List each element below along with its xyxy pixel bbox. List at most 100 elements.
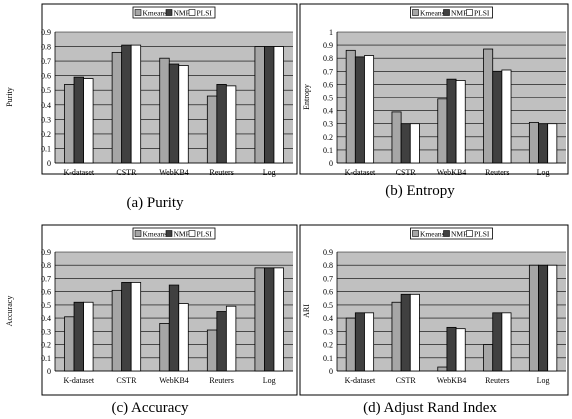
x-tick-label: WebKB4 — [437, 168, 467, 177]
bar-nmf-webkb4 — [446, 78, 457, 164]
x-tick-label: Reuters — [209, 376, 233, 385]
bar-plsi-k-dataset — [83, 301, 94, 372]
bar-kmeans-log — [254, 267, 265, 372]
legend-swatch-nmf — [165, 9, 173, 16]
y-tick-label: 0.7 — [41, 57, 51, 66]
legend-swatch-kmeans — [412, 9, 419, 16]
legend-swatch-kmeans — [412, 230, 419, 237]
bar-nmf-k-dataset — [354, 56, 365, 164]
y-tick-label: 0.7 — [41, 274, 51, 283]
y-axis-title: ARI — [302, 304, 311, 318]
bar-nmf-webkb4 — [168, 284, 180, 372]
legend-swatch-kmeans — [134, 9, 142, 16]
legend: Kmeans NMF PLSI — [410, 227, 493, 240]
bar-nmf-webkb4 — [446, 326, 457, 372]
y-tick-label: 0 — [329, 159, 333, 168]
bar-plsi-webkb4 — [178, 65, 189, 164]
bar-plsi-cstr — [409, 123, 420, 164]
bar-nmf-webkb4 — [168, 63, 180, 164]
x-tick-label: K-dataset — [63, 376, 94, 385]
x-tick-label: Reuters — [485, 376, 509, 385]
y-tick-label: 0.6 — [41, 288, 51, 297]
legend-swatch-nmf — [165, 230, 173, 237]
legend-label-nmf: NMF — [451, 230, 467, 239]
bar-nmf-log — [264, 267, 275, 372]
x-tick-label: WebKB4 — [437, 376, 467, 385]
y-tick-label: 0.2 — [323, 341, 333, 350]
bar-nmf-reuters — [492, 312, 503, 372]
legend-label-kmeans: Kmeans — [420, 9, 445, 18]
chart-panel-entropy: 0 0.1 0.2 0.3 0.4 0.5 0.6 0.7 0.8 0.9 1 Entropy K-da… — [299, 3, 569, 199]
y-axis-title: Purity — [5, 87, 14, 107]
bar-plsi-k-dataset — [364, 312, 375, 372]
y-tick-label: 0.2 — [41, 341, 51, 350]
y-tick-label: 0.1 — [323, 146, 333, 155]
bar-plsi-webkb4 — [178, 303, 189, 372]
bar-plsi-k-dataset — [364, 55, 375, 164]
legend-label-plsi: PLSI — [197, 9, 213, 18]
y-tick-label: 0.7 — [323, 274, 333, 283]
bar-plsi-log — [273, 267, 284, 372]
bar-kmeans-webkb4 — [159, 57, 170, 164]
bar-nmf-cstr — [121, 282, 132, 372]
legend-frame — [132, 6, 216, 19]
x-tick-label: CSTR — [396, 168, 417, 177]
y-tick-label: 0.2 — [323, 133, 333, 142]
bar-plsi-log — [547, 264, 558, 372]
bar-nmf-log — [538, 123, 549, 164]
x-tick-label: K-dataset — [345, 168, 376, 177]
x-tick-label: Log — [537, 376, 550, 385]
legend-swatch-nmf — [443, 9, 450, 16]
bar-kmeans-k-dataset — [345, 317, 356, 372]
panel-caption: (c) Accuracy — [111, 400, 189, 416]
y-tick-label: 0.5 — [323, 301, 333, 310]
y-tick-label: 0.5 — [41, 301, 51, 310]
y-tick-label: 0.8 — [41, 43, 51, 52]
x-tick-label: WebKB4 — [159, 168, 189, 177]
y-tick-label: 0.1 — [323, 354, 333, 363]
y-tick-label: 0.5 — [41, 86, 51, 95]
bar-plsi-webkb4 — [455, 328, 466, 372]
bar-kmeans-k-dataset — [64, 84, 75, 164]
y-tick-label: 0.6 — [41, 72, 51, 81]
legend: Kmeans NMF PLSI — [132, 227, 216, 240]
y-tick-label: 0.5 — [323, 94, 333, 103]
x-tick-label: Log — [537, 168, 550, 177]
legend: Kmeans NMF PLSI — [410, 6, 493, 19]
bar-nmf-reuters — [492, 70, 503, 164]
bar-plsi-webkb4 — [455, 80, 466, 164]
bar-kmeans-k-dataset — [64, 316, 75, 372]
y-tick-label: 0.8 — [41, 261, 51, 270]
x-tick-label: K-dataset — [63, 168, 94, 177]
y-tick-label: 0.6 — [323, 80, 333, 89]
x-tick-label: CSTR — [396, 376, 417, 385]
bar-nmf-k-dataset — [354, 312, 365, 372]
bar-kmeans-cstr — [111, 289, 123, 372]
legend-label-kmeans: Kmeans — [420, 230, 445, 239]
bar-kmeans-reuters — [483, 48, 494, 164]
y-tick-label: 0.3 — [41, 327, 51, 336]
bar-kmeans-log — [254, 46, 265, 164]
y-tick-label: 0 — [47, 367, 51, 376]
legend-swatch-plsi — [188, 9, 196, 16]
bar-kmeans-reuters — [206, 329, 218, 372]
panel-caption: (d) Adjust Rand Index — [363, 400, 497, 416]
bar-plsi-log — [547, 123, 558, 164]
x-tick-label: CSTR — [116, 376, 137, 385]
legend: Kmeans NMF PLSI — [132, 6, 216, 19]
x-tick-label: Reuters — [485, 168, 509, 177]
bar-kmeans-k-dataset — [345, 49, 356, 164]
y-tick-label: 0.9 — [323, 248, 333, 257]
x-tick-label: Reuters — [209, 168, 233, 177]
legend-swatch-plsi — [466, 230, 473, 237]
bar-plsi-reuters — [501, 312, 512, 372]
y-axis-title: Accuracy — [5, 296, 14, 327]
y-tick-label: 0 — [329, 367, 333, 376]
bar-plsi-reuters — [501, 69, 512, 164]
y-tick-label: 0.9 — [323, 41, 333, 50]
bar-nmf-log — [264, 46, 275, 164]
legend-frame — [410, 6, 493, 19]
legend-label-kmeans: Kmeans — [143, 230, 168, 239]
y-tick-label: 0.4 — [41, 101, 51, 110]
